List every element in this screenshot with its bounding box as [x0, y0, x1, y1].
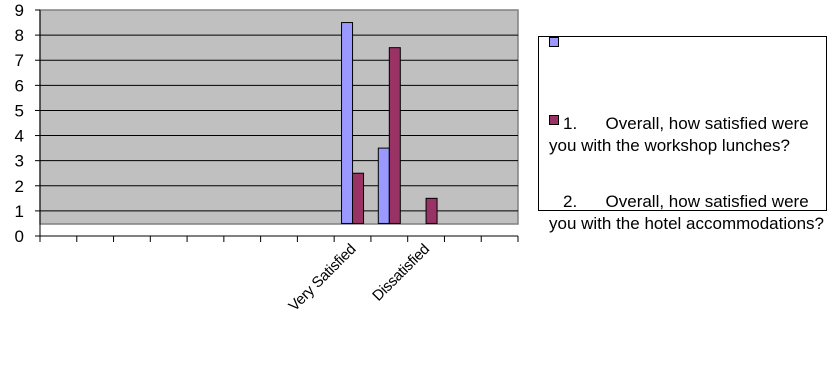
y-tick-label: 2 [15, 177, 24, 196]
x-axis-ticks [39, 236, 519, 242]
x-axis-labels: Very Satisfied Dissatisfied [285, 241, 432, 315]
y-tick-label: 5 [15, 101, 24, 120]
gridlines [40, 34, 518, 212]
legend-entry-series-2: 2. Overall, how satisfied were you with … [549, 115, 824, 281]
y-tick-label: 9 [15, 1, 24, 20]
bar-series-2 [388, 47, 401, 224]
bar-series-2 [352, 172, 365, 224]
bar-series-1 [377, 147, 390, 224]
y-tick-label: 4 [15, 127, 24, 146]
legend-swatch-series-1 [549, 37, 559, 47]
y-tick-label: 1 [15, 202, 24, 221]
y-tick-label: 6 [15, 76, 24, 95]
bar-series-2 [425, 197, 438, 224]
legend-entry-series-1: 1. Overall, how satisfied were you with … [549, 37, 824, 203]
x-category-label: Very Satisfied [285, 241, 359, 315]
legend-label-series-1: 1. Overall, how satisfied were you with … [549, 113, 814, 156]
bars [341, 22, 438, 224]
y-tick-label: 0 [15, 227, 24, 246]
legend-label-series-2: 2. Overall, how satisfied were you with … [549, 191, 824, 234]
legend-swatch-series-2 [549, 115, 559, 125]
y-tick-label: 3 [15, 152, 24, 171]
y-axis-labels: 0 1 2 3 4 5 6 7 8 9 [15, 1, 24, 246]
y-tick-label: 8 [15, 26, 24, 45]
x-category-label: Dissatisfied [369, 241, 433, 305]
y-axis-ticks [35, 9, 40, 237]
legend: 1. Overall, how satisfied were you with … [538, 36, 827, 233]
plot-area [39, 9, 519, 225]
y-tick-label: 7 [15, 51, 24, 70]
bar-series-1 [341, 22, 354, 224]
